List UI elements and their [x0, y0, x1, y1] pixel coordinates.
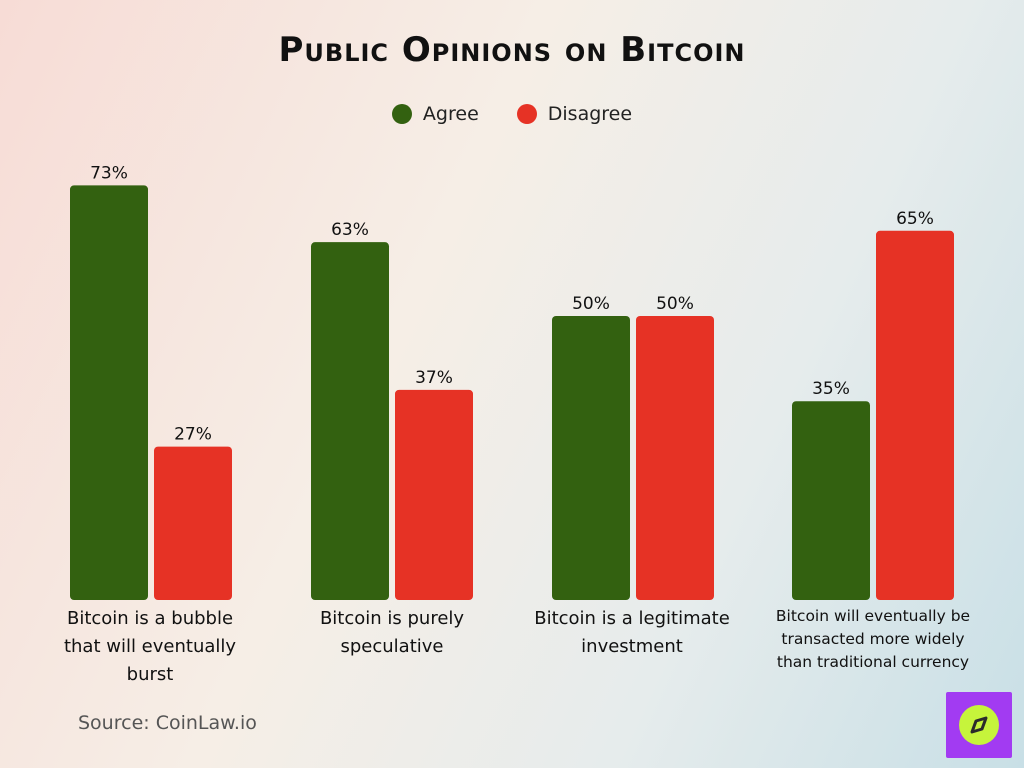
bar-agree-1	[70, 185, 148, 601]
compass-icon	[959, 705, 999, 745]
category-label-line: that will eventually	[63, 636, 237, 657]
category-label-line: Bitcoin is purely	[319, 608, 465, 629]
data-label-disagree-3: 50%	[656, 294, 694, 314]
category-label-3: Bitcoin is a legitimate investment	[512, 605, 752, 661]
category-label-line: speculative	[340, 636, 444, 657]
bar-disagree-2	[395, 389, 473, 600]
bar-agree-2	[311, 242, 389, 600]
legend-label-agree: Agree	[422, 103, 479, 125]
category-label-line: than traditional currency	[776, 653, 970, 671]
category-label-4: Bitcoin will eventually be transacted mo…	[762, 605, 984, 674]
category-label-line: transacted more widely	[781, 630, 965, 648]
category-label-2: Bitcoin is purely speculative	[282, 605, 502, 661]
legend-label-disagree: Disagree	[547, 103, 633, 125]
legend: Agree Disagree	[0, 103, 1024, 125]
legend-swatch-disagree	[516, 104, 537, 124]
bar-agree-3	[552, 316, 630, 600]
category-label-line: investment	[581, 636, 683, 657]
data-label-disagree-2: 37%	[415, 368, 453, 388]
legend-item-disagree: Disagree	[516, 103, 633, 125]
data-label-agree-1: 73%	[90, 163, 128, 183]
category-label-1: Bitcoin is a bubble that will eventually…	[40, 605, 260, 689]
data-label-disagree-4: 65%	[896, 209, 934, 229]
brand-logo	[946, 692, 1012, 758]
category-label-line: Bitcoin is a bubble	[66, 608, 234, 629]
legend-item-agree: Agree	[391, 103, 479, 125]
data-label-agree-2: 63%	[331, 220, 369, 240]
bar-disagree-3	[636, 316, 714, 600]
data-label-disagree-1: 27%	[174, 425, 212, 445]
bar-disagree-4	[876, 230, 954, 601]
bar-agree-4	[792, 401, 870, 600]
chart-title: Public Opinions on Bitcoin	[278, 30, 746, 70]
category-label-line: burst	[126, 664, 174, 685]
bar-disagree-1	[154, 446, 232, 600]
data-label-agree-4: 35%	[812, 379, 850, 399]
category-label-line: Bitcoin will eventually be	[775, 607, 971, 625]
data-label-agree-3: 50%	[572, 294, 610, 314]
source-note: Source: CoinLaw.io	[78, 712, 257, 734]
category-label-line: Bitcoin is a legitimate	[534, 608, 730, 629]
legend-swatch-agree	[391, 104, 412, 124]
